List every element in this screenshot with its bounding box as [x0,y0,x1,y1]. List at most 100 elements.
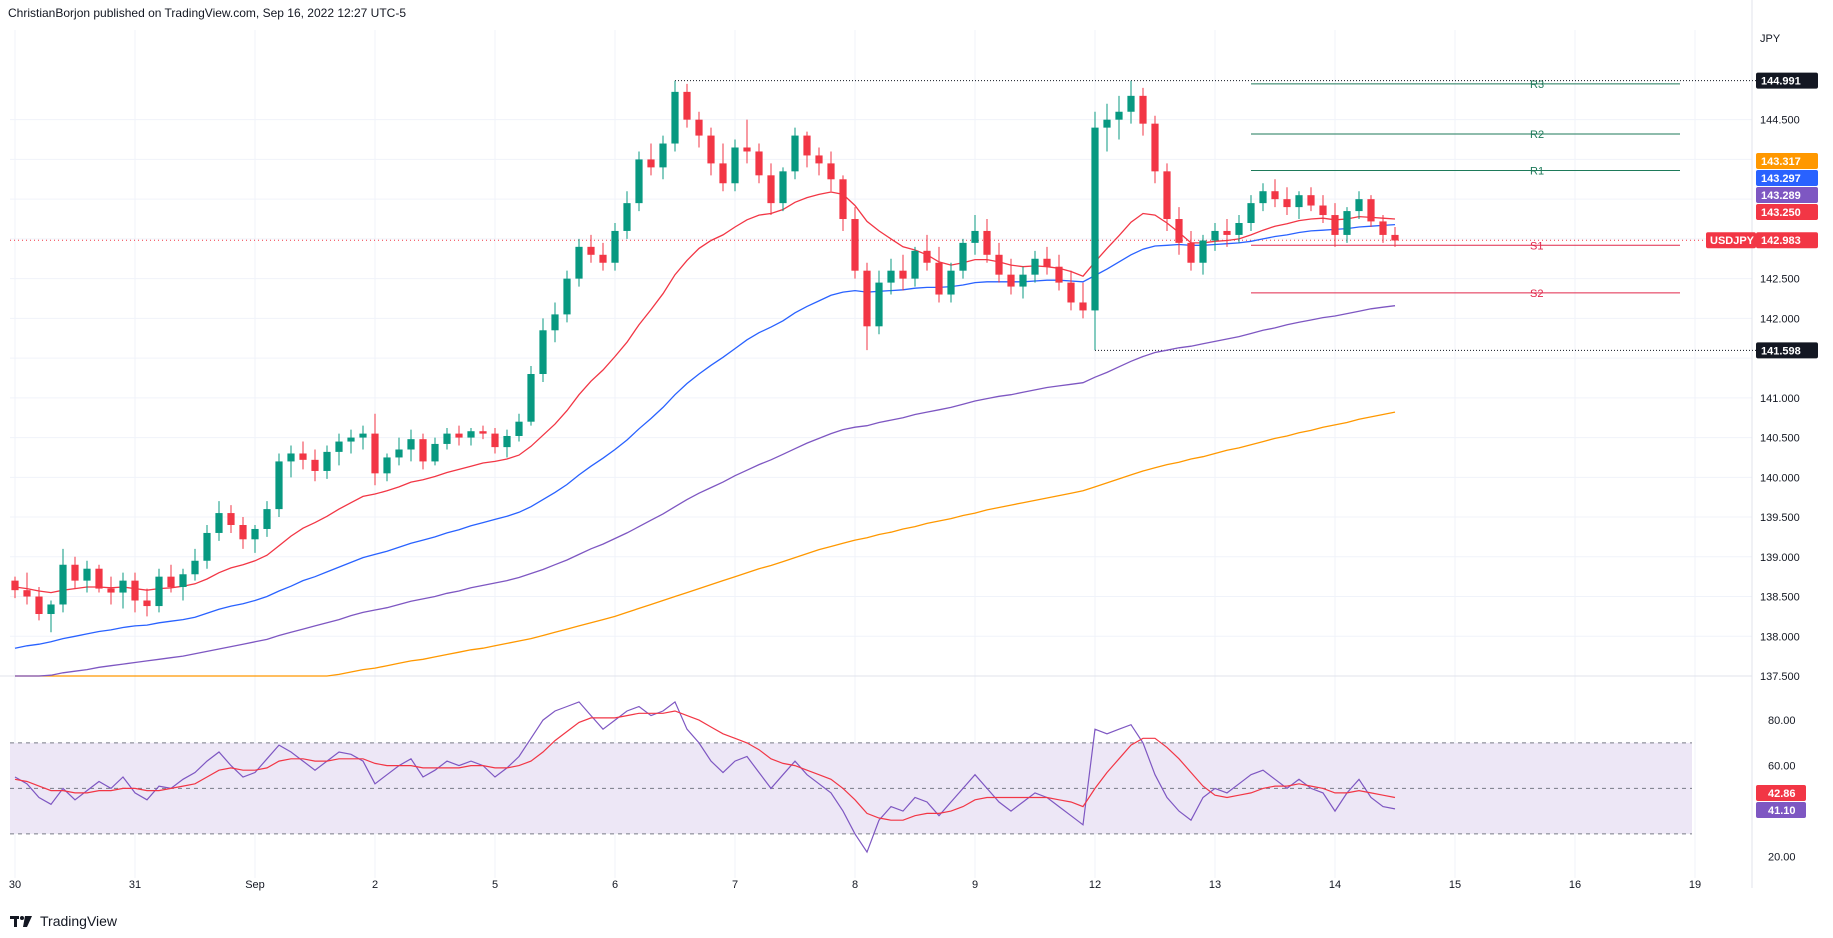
tradingview-footer[interactable]: TradingView [10,913,117,929]
candle-body [683,91,691,120]
candle-body [1067,282,1075,303]
candle-body [1163,171,1171,220]
candle-body [455,433,463,438]
rsi-pane [10,700,1692,854]
time-tick-label: 7 [732,879,738,891]
candle-body [383,457,391,474]
candle-body [935,262,943,295]
candle-body [179,574,187,587]
candle-body [443,433,451,444]
candle-body [1043,258,1051,267]
time-tick-label: 16 [1569,879,1581,891]
candle-body [923,250,931,263]
low-price-tag: 141.598 [1761,345,1801,357]
candle-body [35,596,43,615]
candle-body [191,560,199,575]
candle-body [143,600,151,607]
candle-body [791,135,799,172]
candle-body [131,580,139,601]
candle-body [251,528,259,540]
price-tick-label: 142.500 [1760,274,1800,286]
time-tick-label: 2 [372,879,378,891]
candle-body [875,282,883,327]
rsi-tick-label: 80.00 [1768,715,1796,727]
price-tick-label: 138.000 [1760,631,1800,643]
ema-price-tag-3-bg [1756,204,1818,220]
time-tick-label: 31 [129,879,141,891]
candle-body [359,433,367,438]
candle-body [971,230,979,243]
candle-body [707,135,715,164]
ema-price-tag-0: 143.317 [1761,156,1801,168]
price-axis: JPY144.500144.000142.500142.000141.00014… [1706,33,1818,864]
candle-body [1199,240,1207,263]
candle-body [995,254,1003,275]
candle-body [1151,123,1159,172]
candle-body [1139,95,1147,124]
candle-body [491,433,499,448]
time-tick-label: 13 [1209,879,1221,891]
candle-body [947,270,955,295]
candle-body [623,203,631,231]
candle-body [239,525,247,540]
candle-body [839,179,847,220]
symbol-tag: USDJPY [1710,235,1755,247]
candle-body [1115,111,1123,120]
candle-body [1091,127,1099,311]
candle-body [899,270,907,279]
candle-body [479,431,487,434]
candle-body [1331,215,1339,235]
candle-body [263,509,271,529]
last-price-tag-bg [1756,232,1818,249]
candle-body [1283,199,1291,208]
ema-price-tag-2: 143.289 [1761,190,1801,202]
candle-body [1127,95,1135,112]
candle-body [1355,199,1363,212]
ema200-line [15,411,1396,677]
high-low-annotations [10,80,1760,351]
pivot-label-r3: R3 [1530,79,1544,91]
candle-body [119,580,127,593]
candle-body [527,374,535,422]
candle-body [11,580,19,591]
candle-body [1103,119,1111,128]
rsi-line [14,700,1396,854]
pivot-label-s2: S2 [1530,288,1543,300]
candle-body [743,147,751,152]
candle-body [1007,274,1015,287]
candle-body [275,461,283,510]
symbol-tag-bg [1706,232,1756,249]
candle-body [155,576,163,607]
candle-body [1235,223,1243,235]
candle-body [347,437,355,442]
time-tick-label: 14 [1329,879,1341,891]
candle-body [95,568,103,589]
time-tick-label: 9 [972,879,978,891]
moving-averages [14,191,1396,677]
candle-body [1295,195,1303,208]
candle-body [551,314,559,331]
candle-body [803,135,811,156]
candle-body [467,431,475,438]
time-tick-label: 6 [612,879,618,891]
price-tick-label: 137.500 [1760,671,1800,683]
candle-body [215,513,223,533]
candle-body [563,278,571,315]
price-tick-label: 139.500 [1760,512,1800,524]
pivot-label-s1: S1 [1530,240,1543,252]
candle-body [1391,234,1399,241]
price-tick-label: 141.000 [1760,393,1800,405]
low-price-tag-bg [1756,342,1818,359]
publisher-header: ChristianBorjon published on TradingView… [8,6,407,20]
rsi-value-tag-bg [1756,802,1806,818]
candle-body [911,250,919,279]
candle-body [59,564,67,605]
ema-price-tag-1-bg [1756,170,1818,186]
high-price-tag-bg [1756,72,1818,89]
price-tick-label: 140.000 [1760,472,1800,484]
time-tick-label: Sep [245,879,265,891]
ema-price-tag-0-bg [1756,153,1818,169]
time-tick-label: 15 [1449,879,1461,891]
ema-price-tag-3: 143.250 [1761,207,1801,219]
